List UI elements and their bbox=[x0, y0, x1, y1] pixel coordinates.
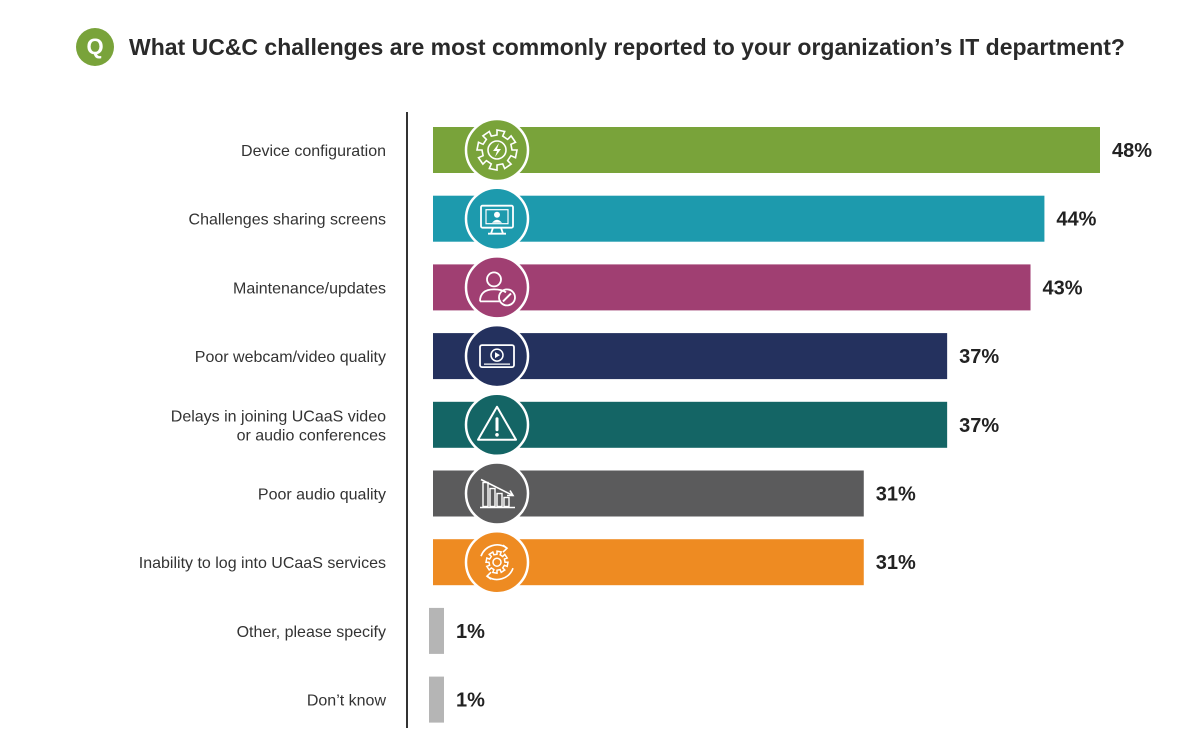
warning-triangle-icon bbox=[477, 405, 517, 441]
chart-title: What UC&C challenges are most commonly r… bbox=[129, 34, 1125, 60]
monitor-user-icon bbox=[480, 204, 514, 235]
value-label: 44% bbox=[1056, 209, 1096, 231]
bar bbox=[433, 127, 1100, 173]
bar bbox=[429, 607, 444, 654]
category-label-line: Poor webcam/video quality bbox=[195, 349, 386, 366]
category-label: Maintenance/updates bbox=[233, 280, 386, 297]
value-label: 31% bbox=[876, 552, 916, 574]
user-wrench-icon bbox=[479, 271, 516, 307]
bar bbox=[433, 264, 1031, 311]
value-label: 31% bbox=[876, 484, 916, 506]
value-label: 37% bbox=[959, 415, 999, 437]
bar-icon-badge bbox=[464, 186, 530, 251]
value-label: 37% bbox=[959, 346, 999, 368]
category-label-line: Challenges sharing screens bbox=[189, 212, 386, 229]
bar bbox=[429, 676, 444, 723]
category-label: Other, please specify bbox=[237, 624, 386, 641]
category-label-line: Inability to log into UCaaS services bbox=[139, 555, 386, 572]
category-label-line: Maintenance/updates bbox=[233, 280, 386, 297]
category-label: Poor audio quality bbox=[258, 487, 386, 504]
value-label: 48% bbox=[1112, 140, 1152, 162]
category-label: Don’t know bbox=[307, 693, 387, 710]
value-label: 43% bbox=[1043, 277, 1083, 299]
video-play-icon bbox=[479, 344, 515, 369]
gear-lightning-icon bbox=[476, 129, 518, 171]
category-label-line: Poor audio quality bbox=[258, 487, 386, 504]
category-label: Challenges sharing screens bbox=[189, 212, 386, 229]
category-label-line: or audio conferences bbox=[237, 427, 386, 444]
category-label-line: Device configuration bbox=[241, 143, 386, 160]
declining-bars-icon bbox=[480, 478, 515, 509]
category-label-line: Don’t know bbox=[307, 693, 387, 710]
category-label: Delays in joining UCaaS video or audio co… bbox=[171, 408, 386, 444]
bar-icon-badge bbox=[464, 255, 530, 320]
bar-icon-badge bbox=[464, 529, 530, 595]
category-label: Poor webcam/video quality bbox=[195, 349, 386, 366]
category-label-line: Delays in joining UCaaS video bbox=[171, 408, 386, 425]
category-label: Device configuration bbox=[241, 143, 386, 160]
gear-refresh-icon bbox=[480, 544, 514, 581]
category-label-line: Other, please specify bbox=[237, 624, 386, 641]
value-label: 1% bbox=[456, 690, 485, 712]
value-label: 1% bbox=[456, 621, 485, 643]
question-badge: Q bbox=[76, 28, 114, 66]
category-label: Inability to log into UCaaS services bbox=[139, 555, 386, 572]
bar bbox=[433, 195, 1045, 242]
